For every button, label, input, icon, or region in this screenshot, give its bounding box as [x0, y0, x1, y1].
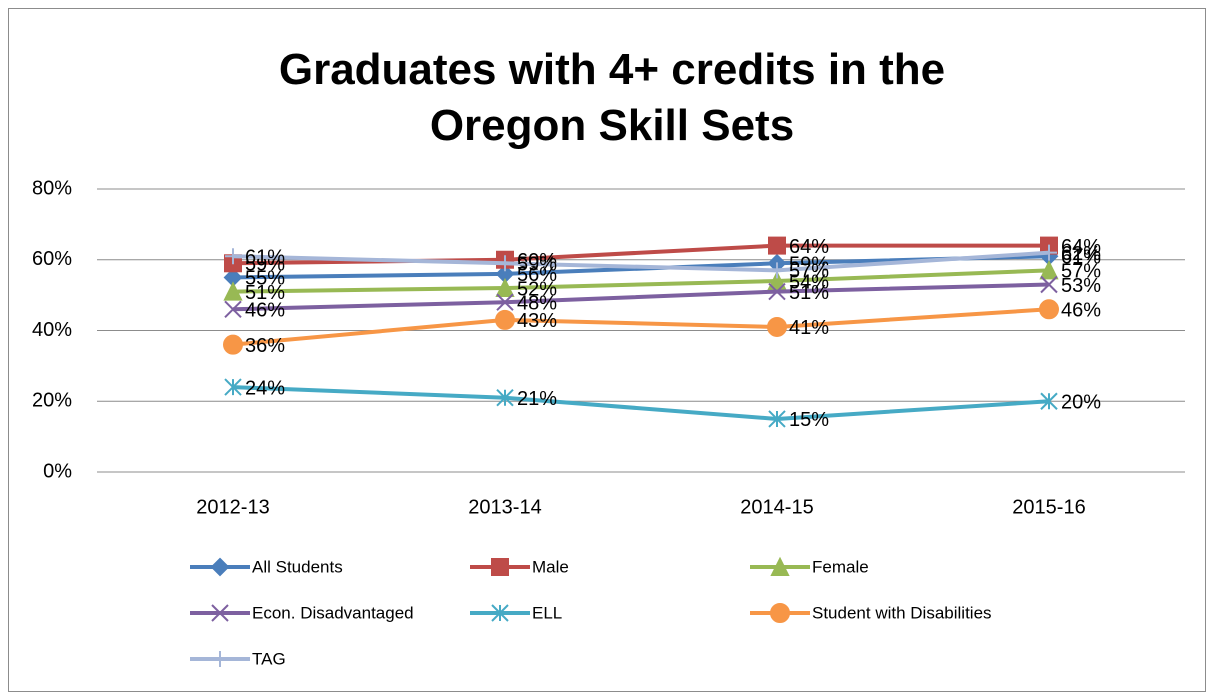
data-label: 15% — [789, 409, 829, 431]
marker — [495, 277, 515, 298]
marker — [224, 378, 242, 396]
marker — [211, 604, 229, 622]
data-label: 54% — [789, 271, 829, 293]
data-label: 59% — [517, 254, 557, 276]
marker — [223, 334, 243, 355]
legend-label: Student with Disabilities — [812, 603, 992, 622]
data-label: 61% — [245, 246, 285, 268]
legend-label: Female — [812, 557, 869, 576]
marker — [770, 603, 790, 623]
x-tick-label: 2014-15 — [740, 496, 813, 518]
data-label: 51% — [245, 282, 285, 304]
marker — [1040, 392, 1058, 410]
legend-item: All Students — [190, 557, 343, 576]
series-line — [232, 250, 1050, 273]
marker — [767, 270, 787, 290]
legend-label: Male — [532, 557, 569, 576]
series-line — [232, 282, 1050, 312]
marker — [210, 557, 230, 577]
data-label: 46% — [1061, 300, 1101, 322]
legend-item: Student with Disabilities — [750, 603, 992, 623]
marker — [768, 236, 786, 255]
legend-item: Female — [750, 556, 869, 576]
data-label: 62% — [1061, 243, 1101, 265]
marker — [225, 248, 241, 265]
marker — [212, 651, 228, 667]
marker — [1040, 275, 1058, 294]
marker — [496, 293, 514, 311]
series-line — [232, 385, 1050, 421]
x-tick-label: 2015-16 — [1012, 496, 1085, 518]
data-label: 64% — [1061, 236, 1101, 258]
legend-item: ELL — [470, 603, 562, 622]
series-line — [232, 268, 1050, 294]
marker — [1039, 299, 1059, 320]
data-label: 55% — [245, 268, 285, 290]
x-tick-label: 2012-13 — [196, 496, 269, 518]
series-line — [232, 307, 1050, 347]
data-label: 56% — [517, 264, 557, 286]
marker — [496, 389, 514, 407]
y-tick-label: 20% — [32, 390, 72, 412]
y-tick-label: 60% — [32, 248, 72, 270]
marker — [768, 282, 786, 301]
marker — [491, 558, 509, 576]
y-tick-label: 0% — [43, 460, 72, 482]
marker — [497, 255, 513, 272]
data-label: 24% — [245, 377, 285, 399]
marker — [767, 316, 787, 337]
data-label: 61% — [1061, 246, 1101, 268]
data-label: 21% — [517, 388, 557, 410]
chart-title: Graduates with 4+ credits in the Oregon … — [278, 45, 946, 150]
data-label: 46% — [245, 300, 285, 322]
y-tick-label: 80% — [32, 177, 72, 199]
legend-item: Male — [470, 557, 569, 576]
marker — [1041, 244, 1057, 261]
data-label: 43% — [517, 310, 557, 332]
legend-label: ELL — [532, 603, 562, 622]
data-label: 64% — [789, 236, 829, 258]
data-label: 48% — [517, 292, 557, 314]
marker — [491, 604, 509, 622]
data-label: 51% — [789, 282, 829, 304]
data-label: 53% — [1061, 275, 1101, 297]
data-label: 60% — [517, 250, 557, 272]
marker — [1039, 260, 1059, 280]
legend-item: Econ. Disadvantaged — [190, 603, 414, 622]
data-label: 20% — [1061, 392, 1101, 414]
legend-label: TAG — [252, 649, 286, 668]
marker — [495, 309, 515, 330]
data-label: 36% — [245, 335, 285, 357]
marker — [224, 300, 242, 318]
data-label: 52% — [517, 278, 557, 300]
y-tick-label: 40% — [32, 319, 72, 341]
marker — [768, 410, 786, 428]
marker — [770, 556, 790, 576]
data-label: 57% — [1061, 261, 1101, 283]
legend-label: All Students — [252, 557, 343, 576]
data-label: 41% — [789, 317, 829, 339]
marker — [223, 281, 243, 301]
legend-item: TAG — [190, 649, 286, 668]
x-tick-label: 2013-14 — [468, 496, 541, 518]
marker — [769, 262, 785, 279]
legend-label: Econ. Disadvantaged — [252, 603, 414, 622]
chart-frame — [8, 8, 1206, 692]
data-label: 57% — [789, 261, 829, 283]
